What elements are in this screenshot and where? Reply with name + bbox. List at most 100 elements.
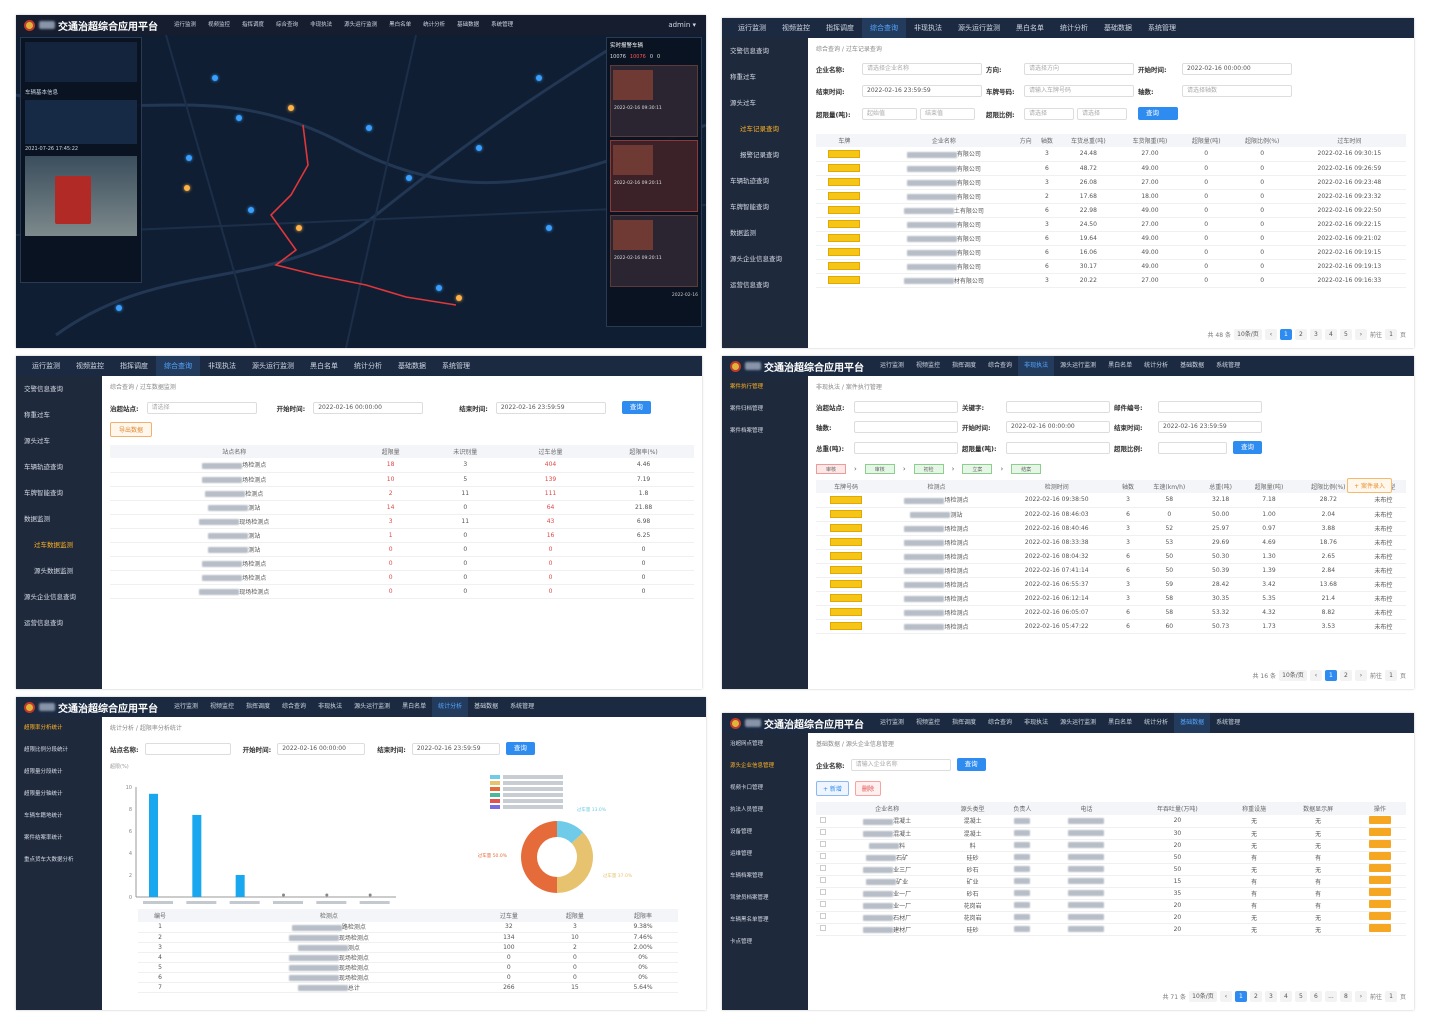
over-weight-max[interactable]: 结束值 bbox=[920, 107, 975, 120]
sidebar-item[interactable]: 源头过车 bbox=[24, 437, 50, 445]
table-row[interactable]: 场检测点 2022-02-16 06:12:14 3 58 30.35 5.35 21.4 未… bbox=[816, 591, 1406, 606]
nav-item[interactable]: 黑白名单 bbox=[1108, 719, 1133, 726]
nav-item[interactable]: 视频监控 bbox=[76, 362, 104, 370]
alert-card[interactable]: 2022-02-16 09:20:11 bbox=[610, 140, 698, 212]
nav-item[interactable]: 视频监控 bbox=[916, 719, 941, 726]
sidebar-item[interactable]: 过车记录查询 bbox=[740, 125, 779, 133]
flow-step[interactable]: 审核 bbox=[816, 464, 846, 474]
case-no-input[interactable] bbox=[1158, 401, 1262, 413]
row-checkbox[interactable] bbox=[820, 865, 827, 871]
nav-item[interactable]: 基础数据 bbox=[474, 703, 499, 710]
nav-item[interactable]: 基础数据 bbox=[398, 362, 426, 370]
table-row[interactable]: 材有限公司 3 20.22 27.00 0 0 2022-02-16 09:16:33 bbox=[816, 273, 1406, 288]
prev-page-button[interactable]: ‹ bbox=[1309, 670, 1322, 681]
nav-item[interactable]: 指挥调度 bbox=[952, 362, 977, 369]
nav-item[interactable]: 统计分析 bbox=[1144, 719, 1169, 726]
sidebar-item[interactable]: 案件档案管理 bbox=[730, 428, 764, 434]
table-row[interactable]: 场检测点 2022-02-16 08:04:32 6 50 50.30 1.30 2.65 未… bbox=[816, 549, 1406, 564]
table-row[interactable]: 场检测点 2022-02-16 05:47:22 6 60 50.73 1.73 3.53 未… bbox=[816, 619, 1406, 634]
table-row[interactable]: 石材厂 花岗岩 20 无无 bbox=[816, 911, 1406, 924]
table-row[interactable]: 有限公司 6 16.06 49.00 0 0 2022-02-16 09:19:15 bbox=[816, 245, 1406, 260]
plate-input[interactable]: 请输入车牌号码 bbox=[1024, 85, 1134, 97]
nav-item[interactable]: 基础数据 bbox=[1174, 713, 1211, 733]
nav-item[interactable]: 综合查询 bbox=[156, 356, 200, 376]
nav-item[interactable]: 视频监控 bbox=[208, 22, 231, 28]
table-row[interactable]: 有限公司 3 24.48 27.00 0 0 2022-02-16 09:30:15 bbox=[816, 147, 1406, 162]
nav-item[interactable]: 指挥调度 bbox=[826, 24, 854, 32]
sidebar-item[interactable]: 超限量分段统计 bbox=[24, 769, 63, 775]
nav-item[interactable]: 黑白名单 bbox=[1016, 24, 1044, 32]
nav-item[interactable]: 运行监测 bbox=[880, 719, 905, 726]
end-time-input[interactable]: 2022-02-16 23:59:59 bbox=[862, 85, 982, 97]
nav-item[interactable]: 黑白名单 bbox=[389, 22, 412, 28]
legend-label[interactable] bbox=[503, 793, 563, 797]
edit-button[interactable] bbox=[1368, 900, 1391, 908]
nav-item[interactable]: 综合查询 bbox=[988, 719, 1013, 726]
table-row[interactable]: 土有限公司 6 22.98 49.00 0 0 2022-02-16 09:22:50 bbox=[816, 203, 1406, 218]
table-row[interactable]: 有限公司 6 30.17 49.00 0 0 2022-02-16 09:19:13 bbox=[816, 259, 1406, 274]
edit-button[interactable] bbox=[1368, 828, 1391, 836]
bar[interactable] bbox=[235, 875, 245, 897]
sidebar-item[interactable]: 源头过车 bbox=[730, 99, 756, 107]
sidebar-item[interactable]: 交警信息查询 bbox=[730, 47, 769, 55]
total-range[interactable] bbox=[854, 441, 958, 454]
table-row[interactable]: 混凝土 混凝土 20 无无 bbox=[816, 815, 1406, 828]
site-select[interactable] bbox=[144, 742, 231, 755]
legend-label[interactable] bbox=[503, 799, 563, 803]
nav-item[interactable]: 运行监测 bbox=[174, 703, 199, 710]
row-checkbox[interactable] bbox=[820, 841, 827, 847]
case-entry-button[interactable]: + 案件录入 bbox=[1347, 478, 1392, 493]
table-row[interactable]: 现场检测点 0 0 0 0 bbox=[110, 584, 694, 599]
page-number[interactable]: 6 bbox=[1309, 991, 1322, 1002]
row-checkbox[interactable] bbox=[820, 913, 827, 919]
start-time-input[interactable]: 2022-02-16 00:00:00 bbox=[1006, 421, 1110, 433]
nav-item[interactable]: 非现执法 bbox=[310, 22, 333, 28]
sidebar-item[interactable]: 驾驶员档案管理 bbox=[730, 895, 769, 901]
nav-item[interactable]: 视频监控 bbox=[916, 362, 941, 369]
nav-item[interactable]: 运行监测 bbox=[738, 24, 766, 32]
table-row[interactable]: 场检测点 2022-02-16 07:41:14 6 50 50.39 1.39 2.84 未… bbox=[816, 563, 1406, 578]
table-row[interactable]: 有限公司 6 19.64 49.00 0 0 2022-02-16 09:21:02 bbox=[816, 231, 1406, 246]
start-time-input[interactable]: 2022-02-16 00:00:00 bbox=[277, 742, 366, 755]
nav-item[interactable]: 系统管理 bbox=[1216, 719, 1241, 726]
sidebar-item[interactable]: 超限率分析统计 bbox=[24, 725, 63, 731]
sidebar-item[interactable]: 运维管理 bbox=[730, 851, 753, 857]
goto-input[interactable]: 1 bbox=[1384, 991, 1397, 1002]
edit-button[interactable] bbox=[1368, 912, 1391, 920]
map-marker[interactable] bbox=[476, 145, 482, 151]
prev-page-button[interactable]: ‹ bbox=[1264, 329, 1277, 340]
edit-button[interactable] bbox=[1368, 876, 1391, 884]
page-number[interactable]: 3 bbox=[1264, 991, 1277, 1002]
table-row[interactable]: 有限公司 3 26.08 27.00 0 0 2022-02-16 09:23:48 bbox=[816, 175, 1406, 190]
table-row[interactable]: 场检测点 2022-02-16 08:33:38 3 53 29.69 4.69 18.76… bbox=[816, 535, 1406, 550]
over-ratio-max[interactable]: 请选择 bbox=[1077, 107, 1127, 120]
flow-step[interactable]: 结案 bbox=[1011, 464, 1042, 474]
sidebar-item[interactable]: 案件归档管理 bbox=[730, 406, 764, 412]
over-ratio-min[interactable]: 请选择 bbox=[1024, 107, 1074, 120]
sidebar-item[interactable]: 车辆轨迹查询 bbox=[24, 463, 63, 471]
nav-item[interactable]: 黑白名单 bbox=[402, 703, 427, 710]
page-number[interactable]: 2 bbox=[1249, 991, 1262, 1002]
page-number[interactable]: 4 bbox=[1324, 329, 1337, 340]
nav-item[interactable]: 运行监测 bbox=[32, 362, 60, 370]
next-page-button[interactable]: › bbox=[1354, 991, 1367, 1002]
nav-item[interactable]: 指挥调度 bbox=[120, 362, 148, 370]
map-marker[interactable] bbox=[288, 105, 294, 111]
goto-input[interactable]: 1 bbox=[1384, 329, 1397, 340]
nav-item[interactable]: 运行监测 bbox=[880, 362, 905, 369]
alert-card[interactable]: 2022-02-16 09:20:11 bbox=[610, 215, 698, 287]
table-row[interactable]: 业一厂 砂石 35 有有 bbox=[816, 887, 1406, 900]
sidebar-item[interactable]: 车辆档案管理 bbox=[730, 873, 764, 879]
direction-select[interactable]: 请选择方向 bbox=[1024, 63, 1134, 75]
map-marker[interactable] bbox=[212, 75, 218, 81]
company-select[interactable]: 请选择企业名称 bbox=[862, 63, 982, 75]
start-time-input[interactable]: 2022-02-16 00:00:00 bbox=[1182, 63, 1292, 75]
nav-item[interactable]: 统计分析 bbox=[423, 22, 446, 28]
legend-label[interactable] bbox=[503, 775, 563, 779]
nav-item[interactable]: 综合查询 bbox=[282, 703, 307, 710]
flow-step[interactable]: 初检 bbox=[913, 464, 944, 474]
nav-item[interactable]: 非现执法 bbox=[318, 703, 343, 710]
next-page-button[interactable]: › bbox=[1354, 329, 1367, 340]
user-menu[interactable]: admin ▾ bbox=[668, 21, 696, 29]
nav-item[interactable]: 指挥调度 bbox=[952, 719, 977, 726]
